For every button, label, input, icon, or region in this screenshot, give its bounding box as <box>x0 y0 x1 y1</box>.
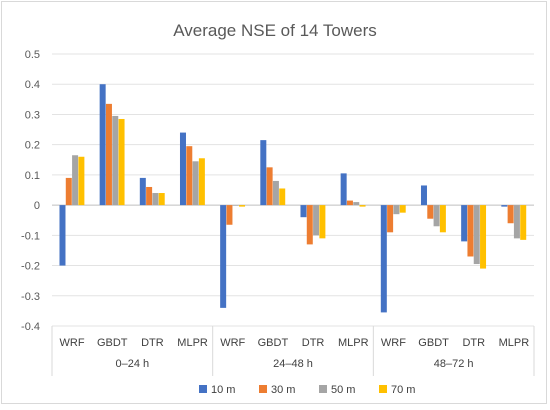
x-group-label: 24–48 h <box>273 358 313 370</box>
y-tick-label: 0.5 <box>25 49 40 61</box>
bar <box>152 193 159 206</box>
x-category-label: GBDT <box>258 337 289 349</box>
bar <box>380 205 387 313</box>
bar <box>118 118 125 206</box>
bar <box>260 140 267 206</box>
x-category-label: DTR <box>141 337 164 349</box>
bar <box>279 188 286 206</box>
bar <box>192 161 199 206</box>
bar <box>467 205 474 257</box>
legend-label: 50 m <box>331 384 355 396</box>
y-tick-label: 0.3 <box>25 109 40 121</box>
x-axis: WRF GBDT DTR MLPR WRF GBDT DTR MLPR WRF GBDT DTR ML… <box>51 326 535 376</box>
chart-frame: Average NSE of 14 Towers 0.5 0.4 0.3 0.2 0.1… <box>1 1 547 404</box>
bar <box>420 185 427 206</box>
legend-swatch <box>319 385 327 393</box>
bar <box>186 146 193 206</box>
bar <box>353 202 360 206</box>
gridlines <box>52 53 534 327</box>
bar <box>232 205 239 206</box>
y-tick-label: 0 <box>34 200 40 212</box>
x-category-label: WRF <box>381 337 406 349</box>
bar <box>239 205 246 207</box>
chart-svg: Average NSE of 14 Towers 0.5 0.4 0.3 0.2 0.1… <box>21 21 535 396</box>
x-category-label: WRF <box>60 337 85 349</box>
legend-label: 10 m <box>211 384 235 396</box>
bar <box>473 205 480 265</box>
y-tick-label: 0.4 <box>25 79 40 91</box>
bar <box>158 193 165 206</box>
bar <box>387 205 394 233</box>
bar <box>513 205 520 239</box>
bar <box>439 205 446 233</box>
bar <box>520 205 527 240</box>
bar <box>300 205 307 218</box>
x-category-label: MLPR <box>338 337 369 349</box>
bar <box>78 156 85 206</box>
bar <box>461 205 468 242</box>
y-tick-label: -0.1 <box>21 230 40 242</box>
x-category-label: MLPR <box>499 337 530 349</box>
legend-label: 30 m <box>271 384 295 396</box>
y-tick-label: -0.3 <box>21 291 40 303</box>
bar <box>393 205 400 215</box>
legend-swatch <box>379 385 387 393</box>
bar <box>507 205 514 224</box>
legend-swatch <box>259 385 267 393</box>
x-category-label: WRF <box>220 337 245 349</box>
bar <box>179 132 186 206</box>
bars <box>59 84 527 313</box>
bar <box>433 205 440 227</box>
x-category-label: DTR <box>302 337 325 349</box>
bar <box>272 180 279 206</box>
chart-title: Average NSE of 14 Towers <box>173 21 377 40</box>
bar <box>146 186 153 206</box>
bar <box>313 205 320 236</box>
bar <box>65 177 72 206</box>
bar <box>226 205 233 225</box>
x-category-label: GBDT <box>97 337 128 349</box>
y-axis-ticks: 0.5 0.4 0.3 0.2 0.1 0 -0.1 -0.2 -0.3 -0.4 <box>21 49 40 333</box>
y-tick-label: 0.1 <box>25 170 40 182</box>
bar <box>72 155 79 206</box>
bar <box>306 205 313 245</box>
legend-swatch <box>199 385 207 393</box>
y-tick-label: -0.2 <box>21 261 40 273</box>
bar <box>346 200 353 206</box>
bar <box>427 205 434 219</box>
bar <box>319 205 326 239</box>
bar <box>112 115 119 206</box>
x-category-label: MLPR <box>177 337 208 349</box>
bar <box>99 84 106 206</box>
bar <box>198 158 205 206</box>
bar <box>220 205 227 308</box>
x-group-label: 0–24 h <box>116 358 150 370</box>
x-category-label: DTR <box>462 337 485 349</box>
y-tick-label: 0.2 <box>25 140 40 152</box>
bar <box>399 205 406 213</box>
bar <box>340 173 347 206</box>
y-tick-label: -0.4 <box>21 321 40 333</box>
legend-label: 70 m <box>391 384 415 396</box>
bar <box>480 205 487 269</box>
bar <box>139 177 146 206</box>
bar <box>105 103 112 206</box>
legend: 10 m 30 m 50 m 70 m <box>199 384 415 396</box>
bar <box>501 205 508 207</box>
bar <box>266 167 273 206</box>
bar <box>59 205 66 266</box>
bar <box>359 205 366 207</box>
x-category-label: GBDT <box>418 337 449 349</box>
x-group-label: 48–72 h <box>434 358 474 370</box>
